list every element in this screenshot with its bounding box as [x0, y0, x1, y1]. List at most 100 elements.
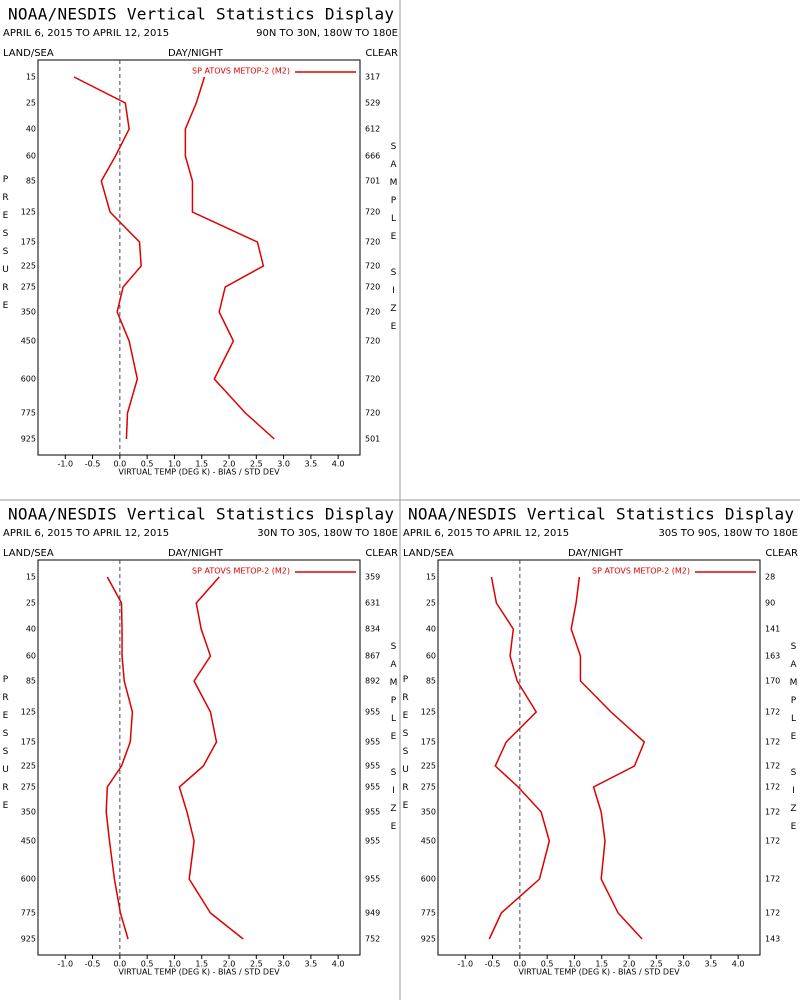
x-tick-label: 4.0	[332, 960, 345, 969]
sample-size: 90	[765, 599, 775, 608]
y-tick-label: 60	[26, 152, 36, 161]
chart-panel: NOAA/NESDIS Vertical Statistics Display A…	[1, 505, 399, 977]
sample-size: 955	[365, 837, 380, 846]
y-tick-label: 25	[426, 599, 436, 608]
clear-label: CLEAR	[765, 548, 798, 559]
chart-subtitle: APRIL 6, 2015 TO APRIL 12, 2015	[403, 528, 569, 539]
x-tick-label: 1.5	[595, 960, 608, 969]
sample-size: 834	[365, 625, 380, 634]
y-tick-label: 225	[21, 762, 36, 771]
land-sea-label: LAND/SEA	[403, 548, 454, 559]
chart-subtitle: APRIL 6, 2015 TO APRIL 12, 2015	[3, 528, 169, 539]
y-tick-label: 40	[426, 625, 436, 634]
x-tick-label: 2.5	[650, 960, 663, 969]
y-axis-label: PRESSURE	[1, 675, 11, 819]
y-tick-label: 600	[21, 375, 36, 384]
x-tick-label: -1.0	[57, 460, 73, 469]
x-tick-label: 2.0	[623, 960, 636, 969]
region: 30S TO 90S, 180W TO 180E	[658, 528, 798, 539]
y-tick-label: 350	[21, 808, 36, 817]
day-night-label: DAY/NIGHT	[168, 48, 224, 59]
y-tick-label: 175	[21, 738, 36, 747]
x-axis-label: VIRTUAL TEMP (DEG K) - BIAS / STD DEV	[518, 968, 680, 977]
sample-size: 720	[365, 262, 380, 271]
y-tick-label: 85	[426, 677, 436, 686]
y-tick-label: 450	[21, 837, 36, 846]
sample-size: 720	[365, 283, 380, 292]
x-tick-label: 0.0	[513, 960, 526, 969]
sample-size: 172	[765, 808, 780, 817]
x-axis-label: VIRTUAL TEMP (DEG K) - BIAS / STD DEV	[118, 468, 280, 477]
x-tick-label: 0.5	[141, 460, 154, 469]
y-tick-label: 175	[421, 738, 436, 747]
sample-size: 720	[365, 208, 380, 217]
day-night-label: DAY/NIGHT	[568, 548, 624, 559]
day-night-label: DAY/NIGHT	[168, 548, 224, 559]
x-tick-label: 2.0	[223, 460, 236, 469]
x-tick-label: 3.0	[677, 960, 690, 969]
sample-size: 501	[365, 435, 380, 444]
chart-panel: NOAA/NESDIS Vertical Statistics Display A…	[1, 5, 399, 477]
y-tick-label: 600	[421, 875, 436, 884]
sample-size: 359	[365, 573, 380, 582]
y-tick-label: 925	[421, 935, 436, 944]
bias-line	[73, 76, 142, 440]
y2-axis-label: SAMPLE SIZE	[789, 642, 799, 840]
y-tick-label: 350	[421, 808, 436, 817]
sample-size: 172	[765, 708, 780, 717]
y-tick-label: 275	[21, 783, 36, 792]
sample-size: 172	[765, 837, 780, 846]
std-dev-line	[184, 76, 275, 440]
sample-size: 955	[365, 708, 380, 717]
chart-title: NOAA/NESDIS Vertical Statistics Display	[408, 505, 794, 524]
std-dev-line	[178, 576, 244, 940]
x-axis-label: VIRTUAL TEMP (DEG K) - BIAS / STD DEV	[118, 968, 280, 977]
sample-size: 141	[765, 625, 780, 634]
land-sea-label: LAND/SEA	[3, 48, 54, 59]
x-tick-label: 0.0	[113, 460, 126, 469]
sample-size: 529	[365, 99, 380, 108]
x-tick-label: 3.0	[277, 960, 290, 969]
legend-label: SP ATOVS METOP-2 (M2)	[592, 567, 690, 576]
sample-size: 955	[365, 762, 380, 771]
x-tick-label: 1.5	[195, 460, 208, 469]
y-tick-label: 40	[26, 125, 36, 134]
x-tick-label: -0.5	[85, 960, 101, 969]
y-tick-label: 40	[26, 625, 36, 634]
y-tick-label: 25	[26, 599, 36, 608]
x-tick-label: -0.5	[85, 460, 101, 469]
chart-title: NOAA/NESDIS Vertical Statistics Display	[8, 5, 394, 24]
region: 90N TO 30N, 180W TO 180E	[256, 28, 398, 39]
x-tick-label: 3.0	[277, 460, 290, 469]
y-tick-label: 15	[26, 573, 36, 582]
x-tick-label: -1.0	[57, 960, 73, 969]
x-tick-label: 2.0	[223, 960, 236, 969]
sample-size: 631	[365, 599, 380, 608]
sample-size: 701	[365, 177, 380, 186]
chart-subtitle: APRIL 6, 2015 TO APRIL 12, 2015	[3, 28, 169, 39]
sample-size: 720	[365, 337, 380, 346]
y-tick-label: 25	[26, 99, 36, 108]
y-tick-label: 125	[21, 708, 36, 717]
y2-axis-label: SAMPLE SIZE	[389, 642, 399, 840]
sample-size: 28	[765, 573, 775, 582]
sample-size: 955	[365, 875, 380, 884]
bias-line	[105, 576, 134, 940]
y-tick-label: 350	[21, 308, 36, 317]
sample-size: 612	[365, 125, 380, 134]
x-tick-label: 1.0	[168, 960, 181, 969]
sample-size: 172	[765, 875, 780, 884]
x-tick-label: 1.0	[168, 460, 181, 469]
y-tick-label: 60	[26, 652, 36, 661]
x-tick-label: 2.5	[250, 960, 263, 969]
x-tick-label: 3.5	[305, 960, 318, 969]
clear-label: CLEAR	[365, 548, 398, 559]
sample-size: 955	[365, 783, 380, 792]
std-dev-line	[570, 576, 646, 940]
sample-size: 892	[365, 677, 380, 686]
x-tick-label: 0.5	[541, 960, 554, 969]
y-tick-label: 275	[421, 783, 436, 792]
sample-size: 720	[365, 238, 380, 247]
region: 30N TO 30S, 180W TO 180E	[257, 528, 398, 539]
sample-size: 172	[765, 783, 780, 792]
